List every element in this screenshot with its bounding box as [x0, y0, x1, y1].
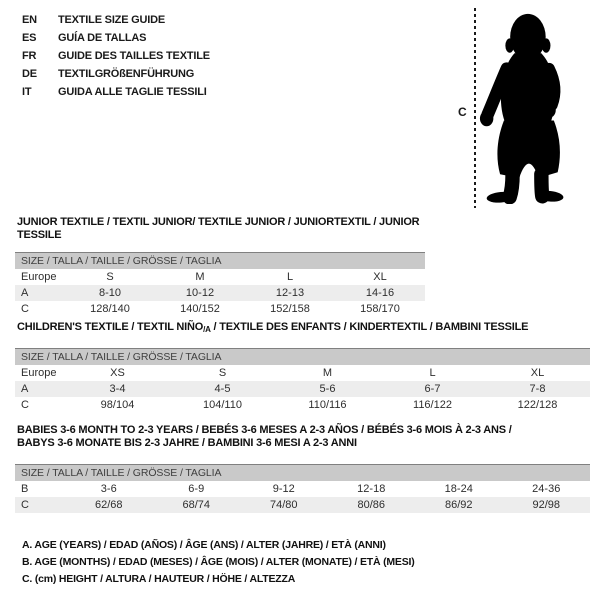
height-dotted-line: [474, 8, 476, 208]
table-row: C 98/104 104/110 110/116 116/122 122/128: [15, 397, 590, 413]
height-measure-label: C: [458, 105, 467, 119]
title-part: CHILDREN'S TEXTILE / TEXTIL NIÑO: [17, 321, 204, 333]
babies-table-title: BABIES 3-6 MONTH TO 2-3 YEARS / BEBÉS 3-…: [15, 424, 590, 450]
size-cell: L: [286, 271, 294, 283]
row-label: C: [21, 499, 29, 511]
size-cell: 110/116: [308, 399, 347, 411]
title-part: / TEXTILE DES ENFANTS / KINDERTEXTIL / B…: [210, 321, 529, 333]
size-cell: 4-5: [214, 383, 231, 395]
size-cell: 128/140: [90, 303, 130, 315]
size-cell: S: [106, 271, 114, 283]
table-row: C 128/140 140/152 152/158 158/170: [15, 301, 425, 317]
table-row: C 62/68 68/74 74/80 80/86 86/92 92/98: [15, 497, 590, 513]
footnote-a: A. AGE (YEARS) / EDAD (AÑOS) / ÂGE (ANS)…: [22, 539, 386, 551]
size-cell: 6-9: [188, 483, 205, 495]
children-table-title: CHILDREN'S TEXTILE / TEXTIL NIÑO/A / TEX…: [15, 321, 590, 336]
table-row: A 3-4 4-5 5-6 6-7 7-8: [15, 381, 590, 397]
size-cell: 80/86: [357, 499, 386, 511]
size-header-band: SIZE / TALLA / TAILLE / GRÖSSE / TAGLIA: [15, 348, 590, 365]
size-cell: 9-12: [272, 483, 295, 495]
babies-textile-section: BABIES 3-6 MONTH TO 2-3 YEARS / BEBÉS 3-…: [15, 424, 590, 513]
junior-table-title: JUNIOR TEXTILE / TEXTIL JUNIOR/ TEXTILE …: [17, 216, 420, 241]
language-row-fr: FR GUIDE DES TAILLES TEXTILE: [22, 47, 210, 65]
language-code: ES: [22, 32, 37, 44]
title-line-1: BABIES 3-6 MONTH TO 2-3 YEARS / BEBÉS 3-…: [17, 424, 512, 436]
language-row-en: EN TEXTILE SIZE GUIDE: [22, 11, 210, 29]
table-row: Europe S M L XL: [15, 269, 425, 285]
language-row-it: IT GUIDA ALLE TAGLIE TESSILI: [22, 83, 210, 101]
title-line-2: BABYS 3-6 MONATE BIS 2-3 JAHRE / BAMBINI…: [17, 437, 357, 449]
size-header-band: SIZE / TALLA / TAILLE / GRÖSSE / TAGLIA: [15, 252, 425, 269]
babies-size-table: B 3-6 6-9 9-12 12-18 18-24 24-36 C 62/68 68/74 74/…: [15, 481, 590, 513]
size-cell: M: [195, 271, 205, 283]
size-cell: 122/128: [517, 399, 558, 411]
size-cell: 98/104: [100, 399, 135, 411]
row-label: C: [21, 399, 29, 411]
row-label: B: [21, 483, 29, 495]
size-cell: 104/110: [203, 399, 242, 411]
size-cell: 3-6: [100, 483, 117, 495]
size-cell: 62/68: [94, 499, 123, 511]
size-cell: 18-24: [444, 483, 473, 495]
language-label: TEXTILE SIZE GUIDE: [58, 14, 166, 26]
language-label: GUÍA DE TALLAS: [58, 32, 147, 44]
size-cell: S: [218, 367, 227, 379]
footnote-b: B. AGE (MONTHS) / EDAD (MESES) / ÂGE (MO…: [22, 556, 415, 568]
table-row: B 3-6 6-9 9-12 12-18 18-24 24-36: [15, 481, 590, 497]
size-cell: L: [429, 367, 436, 379]
language-code: FR: [22, 50, 37, 62]
size-cell: 12-13: [275, 287, 305, 299]
size-cell: 116/122: [413, 399, 452, 411]
size-cell: 86/92: [444, 499, 473, 511]
title-subscript: /A: [203, 325, 211, 334]
size-cell: 74/80: [269, 499, 298, 511]
size-cell: 6-7: [424, 383, 441, 395]
junior-size-table: Europe S M L XL A 8-10 10-12 12-13 14-16 C 128/140 1…: [15, 269, 425, 317]
footnote-c: C. (cm) HEIGHT / ALTURA / HAUTEUR / HÖHE…: [22, 573, 296, 585]
toddler-silhouette-image: [479, 13, 564, 204]
size-cell: 24-36: [532, 483, 561, 495]
size-cell: 8-10: [98, 287, 122, 299]
size-cell: 68/74: [182, 499, 211, 511]
children-size-table: Europe XS S M L XL A 3-4 4-5 5-6 6-7 7-8 C 98/104 104/…: [15, 365, 590, 413]
table-row: Europe XS S M L XL: [15, 365, 590, 381]
language-code: EN: [22, 14, 37, 26]
language-code: DE: [22, 68, 37, 80]
table-row: A 8-10 10-12 12-13 14-16: [15, 285, 425, 301]
size-cell: XL: [373, 271, 387, 283]
size-cell: 152/158: [270, 303, 310, 315]
measure-footnotes: A. AGE (YEARS) / EDAD (AÑOS) / ÂGE (ANS)…: [22, 537, 415, 588]
size-cell: 10-12: [185, 287, 215, 299]
language-code: IT: [22, 86, 32, 98]
row-label: A: [21, 383, 29, 395]
language-list: EN TEXTILE SIZE GUIDE ES GUÍA DE TALLAS …: [22, 11, 210, 101]
size-cell: 3-4: [109, 383, 126, 395]
language-label: GUIDA ALLE TAGLIE TESSILI: [58, 86, 207, 98]
size-cell: 14-16: [365, 287, 395, 299]
children-textile-section: CHILDREN'S TEXTILE / TEXTIL NIÑO/A / TEX…: [15, 321, 590, 413]
row-label: C: [21, 303, 29, 315]
size-header-band: SIZE / TALLA / TAILLE / GRÖSSE / TAGLIA: [15, 464, 590, 481]
size-cell: M: [322, 367, 333, 379]
language-label: TEXTILGRÖßENFÜHRUNG: [58, 68, 195, 80]
size-cell: 5-6: [319, 383, 336, 395]
size-cell: 92/98: [532, 499, 561, 511]
row-label: Europe: [21, 367, 57, 379]
size-cell: XS: [110, 367, 125, 379]
size-cell: 7-8: [529, 383, 546, 395]
row-label: A: [21, 287, 29, 299]
language-row-es: ES GUÍA DE TALLAS: [22, 29, 210, 47]
size-cell: 12-18: [357, 483, 386, 495]
language-label: GUIDE DES TAILLES TEXTILE: [58, 50, 210, 62]
row-label: Europe: [21, 271, 57, 283]
size-cell: 140/152: [180, 303, 220, 315]
language-row-de: DE TEXTILGRÖßENFÜHRUNG: [22, 65, 210, 83]
size-cell: XL: [530, 367, 545, 379]
size-cell: 158/170: [360, 303, 400, 315]
junior-textile-section: JUNIOR TEXTILE / TEXTIL JUNIOR/ TEXTILE …: [15, 216, 425, 317]
